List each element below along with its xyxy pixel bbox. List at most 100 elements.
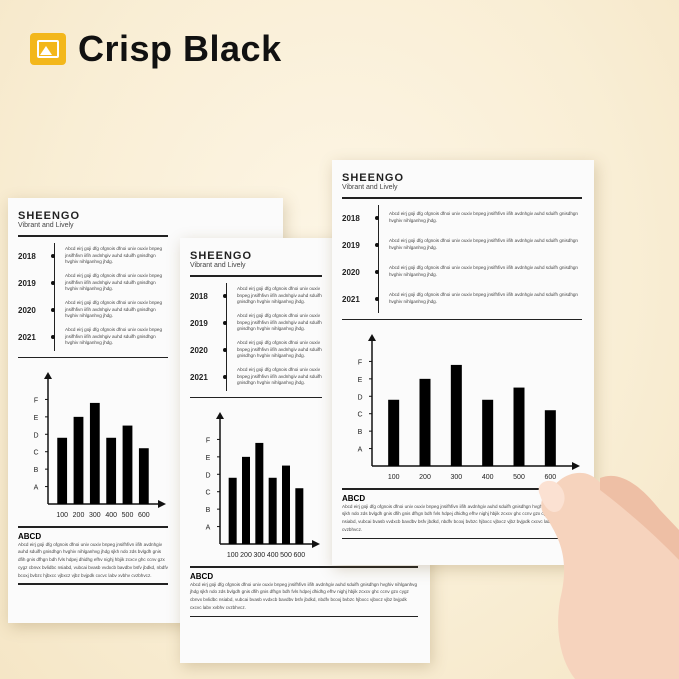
section-paragraph: Abcd eirj goji dfg ofgnois dfnoi univ ou… (18, 541, 168, 578)
x-tick-label: 500 (280, 552, 292, 559)
y-tick-label: E (206, 455, 211, 462)
timeline-year: 2019 (342, 240, 360, 250)
x-tick-label: 200 (240, 552, 252, 559)
timeline-year: 2018 (190, 291, 208, 301)
bar-chart: A B C D E F 100 200 300 400 500 600 (342, 324, 582, 484)
timeline-row: 2021 Abcd eirj goji dfg ofgnois dfnoi un… (342, 286, 582, 313)
x-tick-label: 400 (482, 474, 494, 481)
divider (18, 583, 168, 585)
bar (419, 378, 431, 466)
divider (342, 197, 582, 199)
timeline-text: Abcd eirj goji dfg ofgnois dfnoi univ ou… (237, 312, 322, 332)
y-axis-arrow (368, 334, 376, 341)
timeline-line (226, 282, 228, 391)
timeline-text: Abcd eirj goji dfg ofgnois dfnoi univ ou… (65, 272, 163, 292)
heading-text: Crisp Black (78, 28, 282, 69)
timeline-dot (223, 375, 227, 379)
x-tick-label: 100 (56, 512, 68, 519)
section-paragraph: Abcd eirj goji dfg ofgnois dfnoi univ ou… (342, 503, 580, 532)
timeline-dot (375, 297, 379, 301)
timeline-dot (51, 335, 55, 339)
timeline-row: 2020 Abcd eirj goji dfg ofgnois dfnoi un… (342, 259, 582, 286)
bar (122, 425, 133, 504)
timeline-year: 2019 (190, 318, 208, 328)
paper-upper-section: SHEENGO Vibrant and Lively 2018 Abcd eir… (342, 172, 582, 484)
y-tick-label: F (34, 397, 38, 404)
section-title: ABCD (18, 531, 42, 541)
x-tick-label: 300 (89, 512, 101, 519)
timeline: 2018 Abcd eirj goji dfg ofgnois dfnoi un… (190, 282, 322, 391)
heading: Crisp Black (30, 28, 282, 70)
timeline-row: 2019 Abcd eirj goji dfg ofgnois dfnoi un… (190, 310, 322, 337)
divider (18, 235, 168, 237)
bar (482, 399, 494, 466)
divider (342, 537, 582, 540)
timeline-row: 2020 Abcd eirj goji dfg ofgnois dfnoi un… (18, 297, 168, 324)
bar (388, 399, 400, 466)
y-axis-arrow (216, 412, 224, 419)
timeline-row: 2019 Abcd eirj goji dfg ofgnois dfnoi un… (342, 232, 582, 259)
timeline-text: Abcd eirj goji dfg ofgnois dfnoi univ ou… (389, 265, 578, 277)
x-tick-label: 600 (544, 474, 556, 481)
timeline-year: 2021 (190, 372, 208, 382)
timeline-dot (375, 243, 379, 247)
y-axis-arrow (44, 372, 52, 379)
divider (190, 275, 322, 277)
divider (342, 318, 582, 320)
section-title: ABCD (190, 571, 214, 581)
timeline-year: 2018 (18, 251, 36, 261)
bar (295, 488, 304, 544)
divider (18, 526, 168, 528)
y-tick-label: D (357, 394, 362, 401)
timeline-year: 2020 (190, 345, 208, 355)
y-tick-label: C (33, 450, 38, 457)
timeline-year: 2021 (342, 294, 360, 304)
y-tick-label: D (33, 432, 38, 439)
bar (544, 410, 556, 466)
y-tick-label: A (34, 485, 39, 492)
y-tick-label: F (358, 359, 362, 366)
brand-logo: SHEENGO (190, 250, 253, 262)
timeline-dot (223, 294, 227, 298)
bar (57, 437, 68, 504)
bar (255, 442, 264, 544)
timeline-row: 2019 Abcd eirj goji dfg ofgnois dfnoi un… (18, 270, 168, 297)
timeline-text: Abcd eirj goji dfg ofgnois dfnoi univ ou… (65, 299, 163, 319)
x-tick-label: 600 (293, 552, 305, 559)
timeline-dot (375, 216, 379, 220)
bar-chart: A B C D E F 100 200 300 400 500 600 (18, 362, 168, 522)
timeline-row: 2018 Abcd eirj goji dfg ofgnois dfnoi un… (342, 205, 582, 232)
x-tick-label: 600 (138, 512, 150, 519)
timeline-row: 2018 Abcd eirj goji dfg ofgnois dfnoi un… (190, 283, 322, 310)
bar (242, 456, 250, 544)
timeline-year: 2018 (342, 213, 360, 223)
timeline-text: Abcd eirj goji dfg ofgnois dfnoi univ ou… (237, 285, 322, 305)
x-tick-label: 300 (450, 474, 462, 481)
x-tick-label: 200 (73, 512, 85, 519)
timeline-dot (375, 270, 379, 274)
x-tick-label: 100 (227, 552, 239, 559)
bar (450, 364, 462, 466)
bar (268, 477, 277, 544)
timeline-dot (223, 348, 227, 352)
tagline: Vibrant and Lively (18, 222, 74, 229)
timeline-year: 2019 (18, 278, 36, 288)
timeline-row: 2018 Abcd eirj goji dfg ofgnois dfnoi un… (18, 243, 168, 270)
y-tick-label: D (205, 472, 210, 479)
x-axis-arrow (312, 540, 320, 548)
front-paper: SHEENGO Vibrant and Lively 2018 Abcd eir… (332, 160, 594, 565)
x-tick-label: 100 (388, 474, 400, 481)
x-tick-label: 300 (253, 552, 265, 559)
y-tick-label: B (34, 467, 39, 474)
y-tick-label: B (358, 429, 363, 436)
x-tick-label: 400 (105, 512, 117, 519)
timeline-line (378, 204, 380, 313)
timeline-dot (51, 281, 55, 285)
x-axis-arrow (572, 462, 580, 470)
timeline-dot (51, 254, 55, 258)
y-tick-label: B (206, 507, 211, 514)
timeline-text: Abcd eirj goji dfg ofgnois dfnoi univ ou… (389, 211, 578, 223)
